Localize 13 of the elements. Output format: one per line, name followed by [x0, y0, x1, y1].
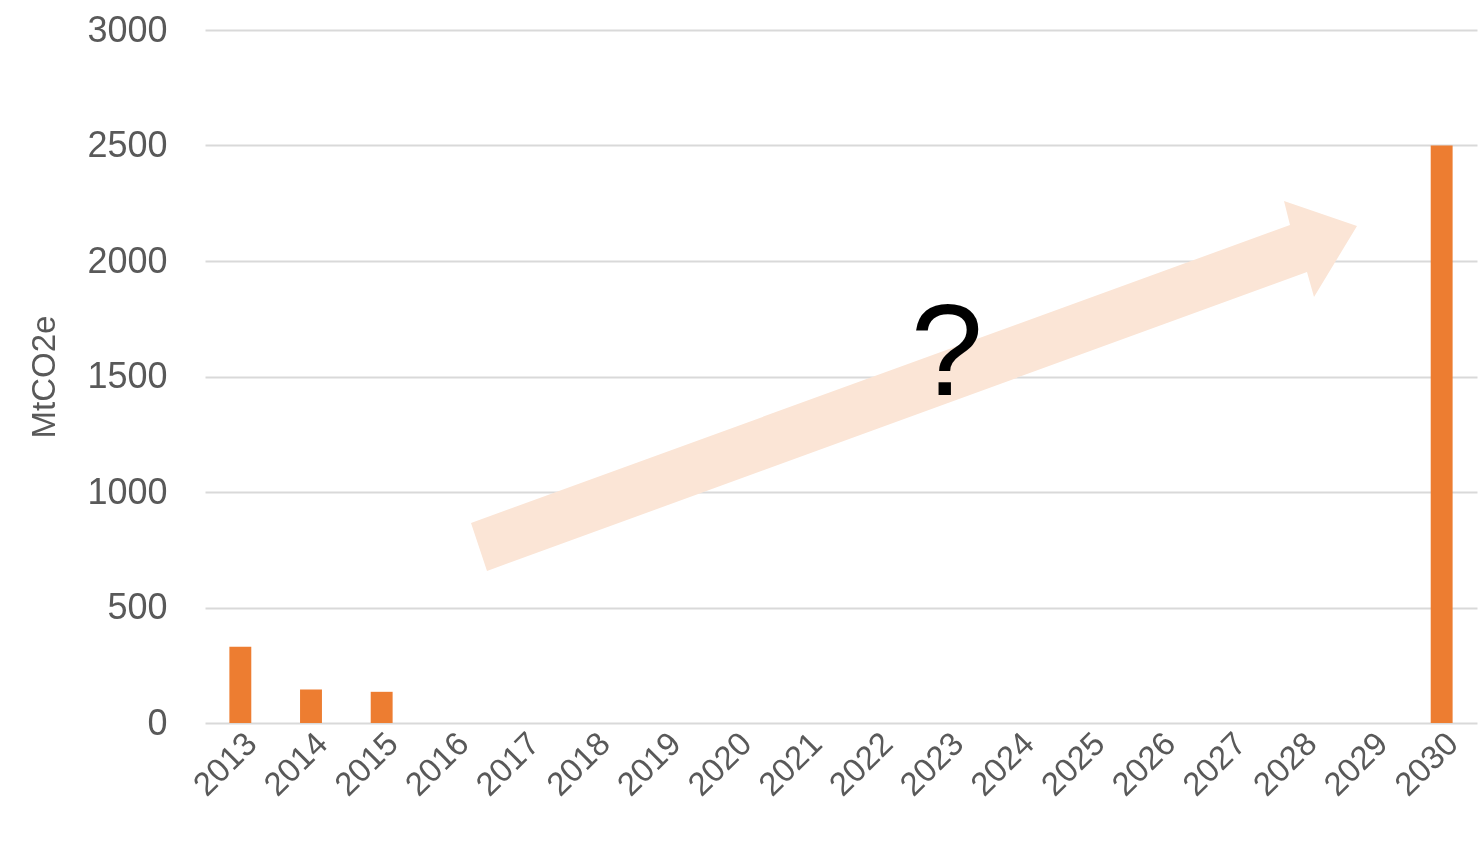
y-tick-label: 1500	[87, 355, 168, 396]
bar	[1430, 145, 1453, 723]
y-axis-title: MtCO2e	[25, 315, 63, 439]
y-tick-label: 3000	[87, 8, 168, 50]
annotation: ?	[909, 277, 985, 423]
bar	[300, 689, 322, 723]
y-tick-label: 2000	[87, 239, 168, 281]
y-tick-label: 0	[147, 701, 168, 743]
bar	[229, 646, 252, 723]
y-tick-label: 2500	[87, 124, 168, 165]
bar	[370, 691, 393, 723]
y-tick-label: 1000	[87, 470, 168, 512]
y-tick-label: 500	[107, 586, 168, 627]
